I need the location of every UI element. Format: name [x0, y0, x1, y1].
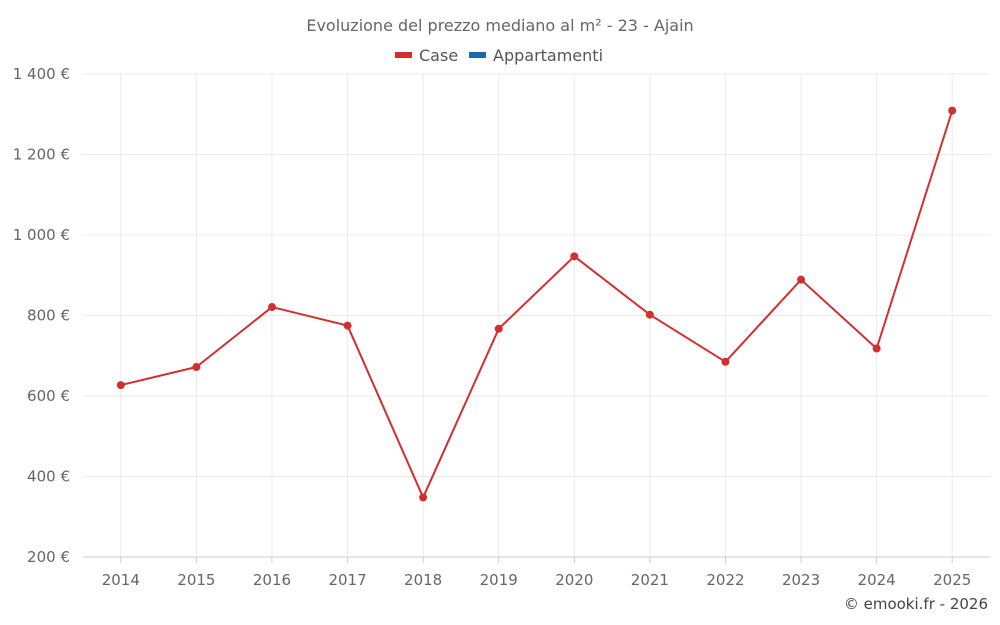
y-tick-label: 800 € [27, 307, 70, 325]
y-tick-label: 200 € [27, 548, 70, 566]
x-tick-label: 2023 [782, 571, 820, 589]
credit: © emooki.fr - 2026 [844, 595, 988, 613]
x-tick-label: 2016 [253, 571, 291, 589]
legend-swatch-appartamenti [469, 52, 486, 58]
data-point-case-2024[interactable] [872, 344, 881, 353]
y-gridlines [83, 73, 990, 477]
x-tick-label: 2017 [328, 571, 366, 589]
x-tick-label: 2018 [404, 571, 442, 589]
x-axis-labels: 2014 2015 2016 2017 2018 2019 2020 2021 2022 2023… [102, 571, 972, 589]
legend-label-appartamenti[interactable]: Appartamenti [493, 46, 603, 65]
series-case [116, 106, 957, 502]
series-line-case [120, 110, 954, 499]
legend-swatch-case [395, 52, 412, 58]
data-point-case-2020[interactable] [570, 252, 579, 261]
x-tick-label: 2015 [177, 571, 215, 589]
x-gridlines [120, 74, 953, 563]
y-tick-label: 1 400 € [13, 65, 70, 83]
data-point-case-2014[interactable] [116, 381, 125, 390]
x-tick-label: 2014 [102, 571, 140, 589]
data-point-case-2018[interactable] [419, 493, 428, 502]
x-tick-label: 2024 [858, 571, 896, 589]
data-point-case-2025[interactable] [948, 106, 957, 115]
data-point-case-2015[interactable] [192, 363, 201, 372]
x-tick-label: 2022 [706, 571, 744, 589]
data-point-case-2023[interactable] [797, 275, 806, 284]
legend-label-case[interactable]: Case [419, 46, 458, 65]
y-tick-label: 1 000 € [13, 226, 70, 244]
chart-title: Evoluzione del prezzo mediano al m² - 23… [306, 16, 693, 35]
y-axis-labels: 200 € 400 € 600 € 800 € 1 000 € 1 200 € 1 400 … [13, 65, 70, 566]
y-tick-label: 400 € [27, 468, 70, 486]
x-tick-label: 2020 [555, 571, 593, 589]
data-point-case-2021[interactable] [645, 310, 654, 319]
data-point-case-2022[interactable] [721, 357, 730, 366]
legend[interactable]: Case Appartamenti [395, 46, 603, 65]
data-point-case-2016[interactable] [267, 303, 276, 312]
y-tick-label: 1 200 € [13, 146, 70, 164]
x-tick-label: 2025 [933, 571, 971, 589]
data-point-case-2017[interactable] [343, 321, 352, 330]
y-tick-label: 600 € [27, 387, 70, 405]
data-point-case-2019[interactable] [494, 324, 503, 333]
x-tick-label: 2021 [631, 571, 669, 589]
x-tick-label: 2019 [480, 571, 518, 589]
